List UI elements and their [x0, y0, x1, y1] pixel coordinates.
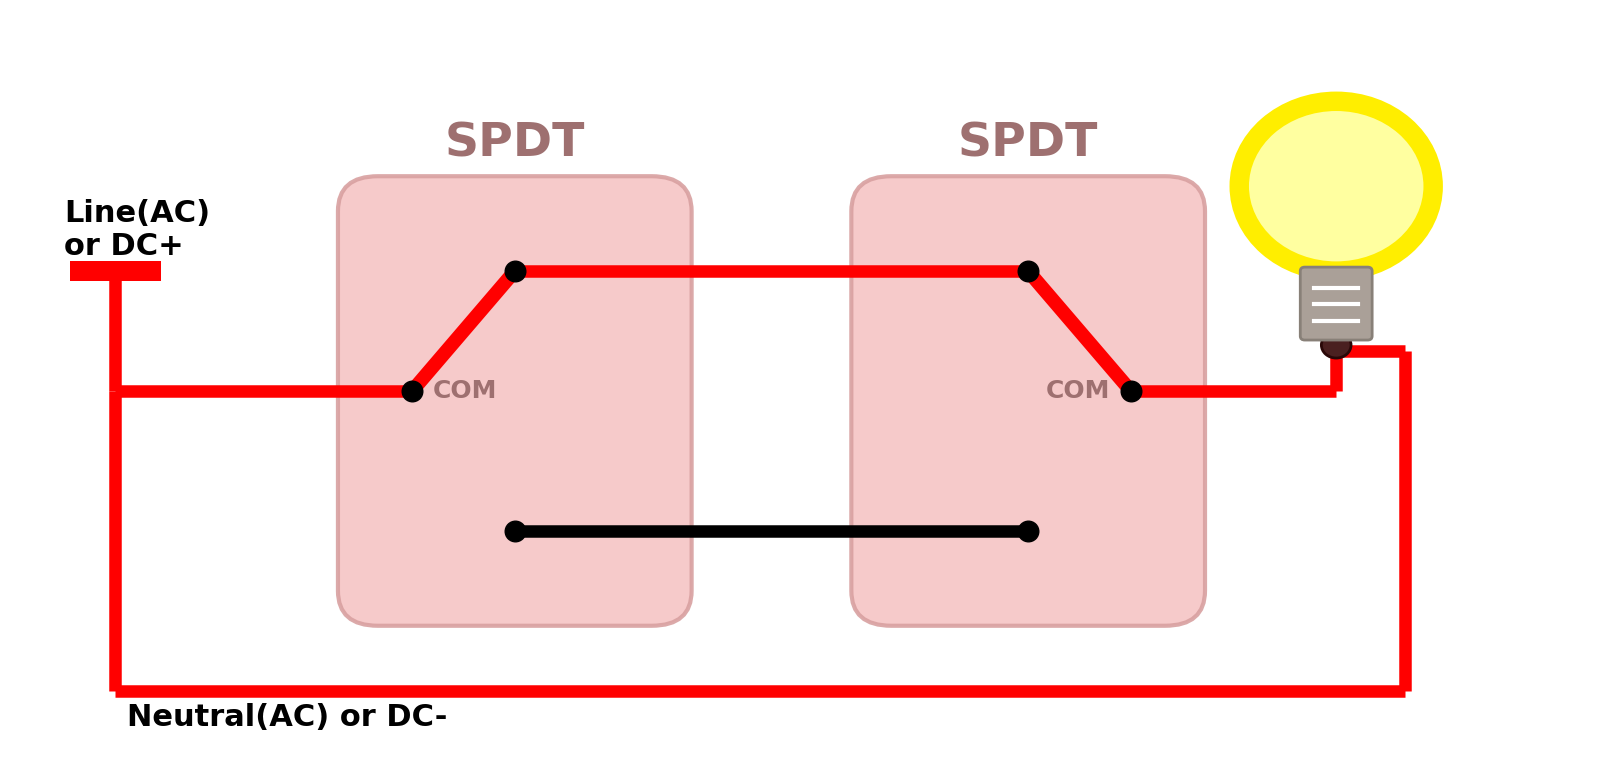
Text: SPDT: SPDT	[958, 121, 1098, 166]
FancyBboxPatch shape	[338, 176, 691, 626]
Point	[400, 384, 426, 397]
Point	[502, 265, 528, 277]
Circle shape	[1240, 101, 1434, 271]
Circle shape	[1322, 332, 1350, 358]
Text: Neutral(AC) or DC-: Neutral(AC) or DC-	[126, 703, 448, 732]
FancyBboxPatch shape	[851, 176, 1205, 626]
Point	[1016, 525, 1042, 537]
Text: COM: COM	[432, 379, 498, 403]
Point	[1016, 265, 1042, 277]
Point	[1118, 384, 1144, 397]
FancyBboxPatch shape	[1301, 267, 1373, 340]
Text: SPDT: SPDT	[445, 121, 586, 166]
Point	[502, 525, 528, 537]
Text: Line(AC)
or DC+: Line(AC) or DC+	[64, 198, 210, 261]
Text: COM: COM	[1046, 379, 1110, 403]
